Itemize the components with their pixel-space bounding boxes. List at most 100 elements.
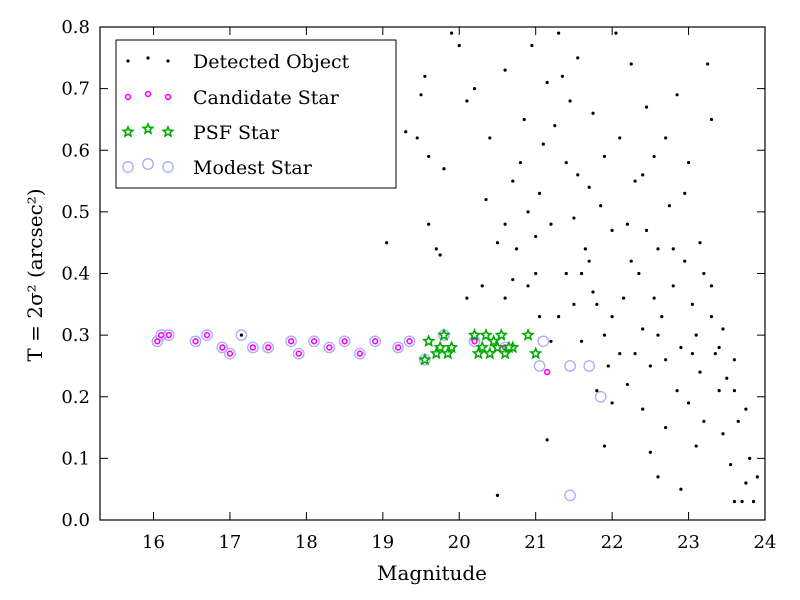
detected-object-point	[526, 210, 530, 214]
detected-object-point	[721, 327, 725, 331]
modest-star-point	[323, 341, 336, 354]
detected-object-point	[614, 31, 618, 35]
detected-object-point	[629, 259, 633, 263]
x-tick-label: 20	[448, 532, 471, 553]
modest-star-point	[583, 360, 596, 372]
legend-marker-modest	[142, 158, 154, 170]
detected-object-point	[488, 136, 492, 140]
detected-object-point	[576, 56, 580, 60]
x-tick-label: 24	[754, 532, 777, 553]
y-tick-label: 0.3	[61, 325, 90, 346]
modest-star-point	[262, 341, 275, 354]
detected-object-point	[717, 388, 721, 393]
legend-marker-detected	[126, 59, 130, 63]
psf-star-point	[433, 340, 447, 354]
modest-star-point	[564, 360, 576, 372]
detected-object-point	[579, 271, 584, 276]
detected-object-point	[385, 241, 389, 245]
legend-label-detected: Detected Object	[193, 51, 350, 73]
detected-object-point	[713, 352, 717, 356]
plot-frame	[99, 26, 766, 521]
x-tick-label: 16	[142, 532, 165, 553]
modest-star-point	[533, 360, 546, 372]
psf-star-point	[502, 340, 516, 354]
detected-object-point	[721, 432, 725, 436]
y-tick-label: 0.1	[61, 448, 90, 469]
detected-object-point	[667, 204, 672, 208]
detected-object-point	[587, 185, 591, 189]
detected-object-point	[457, 43, 461, 48]
detected-object-point	[583, 247, 587, 251]
detected-object-point	[683, 259, 687, 263]
y-tick-label: 0.5	[61, 202, 90, 223]
y-tick-label: 0.4	[61, 264, 90, 285]
modest-star-point	[369, 335, 382, 348]
detected-object-point	[587, 259, 591, 263]
detected-object-point	[514, 247, 519, 251]
y-tick-label: 0.2	[61, 387, 90, 408]
detected-object-point	[706, 62, 710, 66]
detected-object-point	[427, 222, 431, 226]
detected-object-point	[709, 117, 714, 122]
detected-object-point	[423, 74, 427, 78]
detected-object-point	[694, 333, 698, 337]
psf-star-point	[486, 334, 501, 348]
psf-star-point	[494, 328, 509, 341]
detected-object-point	[442, 167, 446, 171]
detected-object-point	[702, 271, 706, 276]
candidate-star-point	[356, 350, 364, 357]
psf-star-point	[429, 346, 444, 360]
detected-object-point	[618, 352, 622, 356]
detected-object-point	[534, 234, 538, 239]
detected-object-point	[530, 43, 534, 48]
detected-object-point	[545, 80, 549, 85]
detected-object-point	[671, 284, 675, 288]
x-tick-label: 19	[371, 532, 394, 553]
detected-object-point	[656, 475, 660, 479]
psf-star-point	[521, 328, 535, 341]
detected-object-point	[641, 407, 645, 411]
detected-object-point	[641, 327, 645, 331]
detected-object-point	[472, 87, 477, 91]
detected-object-point	[664, 358, 668, 362]
detected-object-point	[579, 339, 584, 343]
detected-object-point	[732, 358, 737, 362]
y-tick-label: 0.8	[61, 17, 90, 38]
detected-object-point	[637, 271, 641, 276]
detected-object-point	[602, 444, 607, 448]
detected-object-point	[549, 222, 553, 226]
detected-object-point	[595, 302, 599, 306]
detected-object-point	[595, 388, 599, 393]
detected-object-point	[664, 136, 668, 140]
candidate-star-point	[310, 338, 318, 345]
detected-object-point	[602, 333, 607, 337]
legend-label-modest: Modest Star	[193, 157, 313, 179]
detected-object-point	[239, 333, 244, 337]
detected-object-point	[679, 487, 683, 491]
detected-object-point	[652, 154, 656, 159]
detected-object-point	[541, 142, 545, 146]
detected-object-point	[675, 93, 679, 97]
detected-object-point	[450, 31, 454, 35]
x-tick-label: 18	[295, 532, 318, 553]
detected-object-point	[618, 136, 622, 140]
x-tick-label: 23	[677, 532, 700, 553]
detected-object-point	[557, 315, 561, 319]
detected-object-point	[591, 111, 595, 115]
detected-object-point	[675, 388, 679, 393]
detected-object-point	[625, 222, 630, 226]
detected-object-point	[564, 271, 568, 276]
detected-object-point	[621, 296, 626, 300]
candidate-star-point	[203, 331, 211, 339]
detected-object-point	[511, 278, 515, 282]
candidate-star-point	[165, 331, 172, 339]
detected-object-point	[686, 160, 691, 165]
detected-object-point	[572, 302, 576, 306]
modest-star-point	[224, 347, 236, 360]
legend-marker-psf	[161, 124, 175, 138]
detected-object-point	[465, 296, 469, 300]
detected-object-point	[602, 154, 607, 159]
psf-star-point	[437, 328, 451, 341]
detected-object-point	[625, 382, 630, 387]
detected-object-point	[404, 130, 408, 134]
